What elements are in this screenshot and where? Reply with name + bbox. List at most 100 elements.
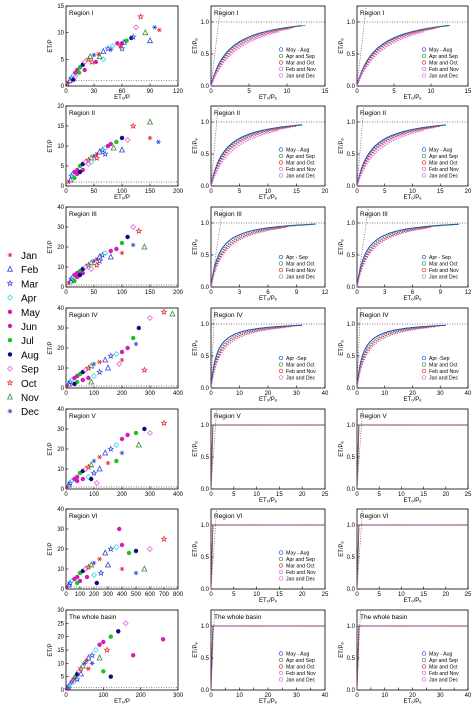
legend-label: Feb and Nov: [429, 167, 459, 173]
legend-marker: [421, 166, 427, 172]
x-tick-label: 0: [355, 189, 359, 195]
panel-3-1: 0 10 20 30 40 0.0 0.5 1.0 Region IV ET₀/Pₑ ET/Pₑ Ap…: [193, 307, 329, 403]
y-tick-label: 10: [57, 467, 64, 473]
series-line: [356, 125, 441, 187]
x-axis-label: ET₀/P: [114, 699, 130, 705]
x-axis-label: ET₀/Pₑ: [259, 95, 278, 101]
legend-marker: [278, 173, 284, 178]
data-point: [141, 243, 148, 250]
panel-4-0: 0 100 200 300 400 0 10 20 30 40 Region V ET/P: [48, 407, 184, 498]
legend-label: Feb and Nov: [286, 570, 316, 576]
series-line: [356, 129, 424, 187]
panel-title: Region II: [69, 110, 95, 117]
data-point: [81, 59, 88, 65]
data-point: [93, 59, 99, 65]
legend-marker: [278, 160, 284, 165]
y-tick-label: 1.0: [347, 624, 356, 630]
panel-title: Region VI: [214, 513, 243, 520]
panel-title: Region III: [214, 211, 242, 218]
y-tick-label: 10: [57, 661, 64, 667]
x-axis-label: ET₀/Pₑ: [259, 598, 278, 604]
data-point: [96, 52, 103, 60]
legend-marker: [421, 160, 427, 165]
data-point: [108, 674, 114, 679]
legend-marker: [421, 147, 427, 152]
y-tick-label: 0.5: [201, 152, 210, 158]
x-tick-label: 100: [117, 189, 128, 195]
y-tick-label: 0: [61, 587, 65, 593]
x-tick-label: 200: [173, 290, 184, 296]
y-tick-label: 0: [61, 84, 65, 90]
data-point: [82, 661, 88, 666]
legend-label: Feb and Nov: [429, 369, 459, 375]
x-tick-label: 0: [64, 492, 68, 498]
legend-label: Mar and Oct: [286, 61, 315, 67]
plot-frame: [210, 508, 326, 590]
data-point: [80, 369, 86, 375]
x-axis-label: ET₀/Pₑ: [259, 498, 278, 504]
plot-frame: [65, 609, 179, 691]
y-axis-label: ET/P: [48, 39, 54, 52]
y-axis-label: ET/Pₑ: [339, 339, 345, 355]
x-tick-label: 0: [209, 693, 213, 699]
x-tick-label: 200: [117, 391, 128, 397]
data-point: [146, 118, 154, 125]
legend-marker: [278, 66, 284, 72]
legend-label: Feb and Nov: [429, 67, 459, 73]
legend-label: Apr and Sep: [286, 658, 315, 664]
plot-frame: [210, 408, 326, 490]
x-tick-label: 200: [136, 693, 147, 699]
series-line: [356, 424, 468, 490]
x-tick-label: 6: [266, 290, 270, 296]
data-point: [96, 465, 103, 472]
data-point: [124, 38, 129, 43]
data-point: [120, 38, 127, 45]
y-tick-label: 0.0: [201, 386, 210, 392]
data-point: [116, 629, 121, 634]
data-point: [85, 474, 92, 480]
data-point: [77, 65, 83, 70]
y-tick-label: 10: [57, 366, 64, 372]
data-point: [88, 378, 95, 385]
data-point: [91, 458, 97, 464]
y-tick-label: 0.0: [201, 285, 210, 291]
x-tick-label: 5: [383, 189, 387, 195]
y-tick-label: 5: [61, 57, 65, 63]
data-point: [91, 361, 97, 367]
x-axis-label: ET₀/Pₑ: [259, 397, 278, 403]
y-tick-label: 0: [61, 184, 65, 190]
data-point: [108, 248, 114, 254]
x-tick-label: 0: [209, 391, 213, 397]
data-point: [107, 445, 115, 452]
x-tick-label: 100: [89, 492, 100, 498]
panel-6-0: 0 100 200 300 0 5 10 15 20 25 30 The whole basin ET₀…: [48, 608, 184, 705]
legend-label: May - Aug: [286, 551, 309, 557]
series-line: [356, 524, 468, 590]
data-point: [108, 141, 114, 147]
series-line: [356, 26, 439, 87]
month-legend: Jan Feb Mar Apr May Jun Jul Aug Sep Oct Nov Dec: [6, 251, 40, 418]
water-limit-line: [356, 5, 367, 87]
series-line: [210, 227, 283, 288]
y-tick-label: 0.5: [347, 555, 356, 561]
x-tick-label: 0: [209, 189, 213, 195]
series-line: [356, 227, 427, 288]
legend-marker: [278, 569, 284, 575]
data-point: [133, 548, 139, 554]
x-tick-label: 200: [89, 592, 100, 598]
y-tick-label: 10: [57, 265, 64, 271]
y-tick-label: 1.0: [201, 120, 210, 126]
data-point: [80, 377, 86, 383]
data-point: [114, 458, 119, 464]
data-point: [73, 675, 81, 683]
data-point: [135, 227, 143, 234]
series-line: [210, 26, 295, 87]
y-tick-label: 15: [57, 4, 64, 10]
data-point: [160, 419, 168, 426]
y-axis-label: ET/Pₑ: [193, 37, 199, 53]
y-axis-label: ET/Pₑ: [339, 238, 345, 254]
legend-label-aug: Aug: [21, 350, 39, 361]
y-tick-label: 40: [57, 507, 64, 513]
legend-label-oct: Oct: [21, 379, 37, 390]
x-tick-label: 0: [355, 693, 359, 699]
